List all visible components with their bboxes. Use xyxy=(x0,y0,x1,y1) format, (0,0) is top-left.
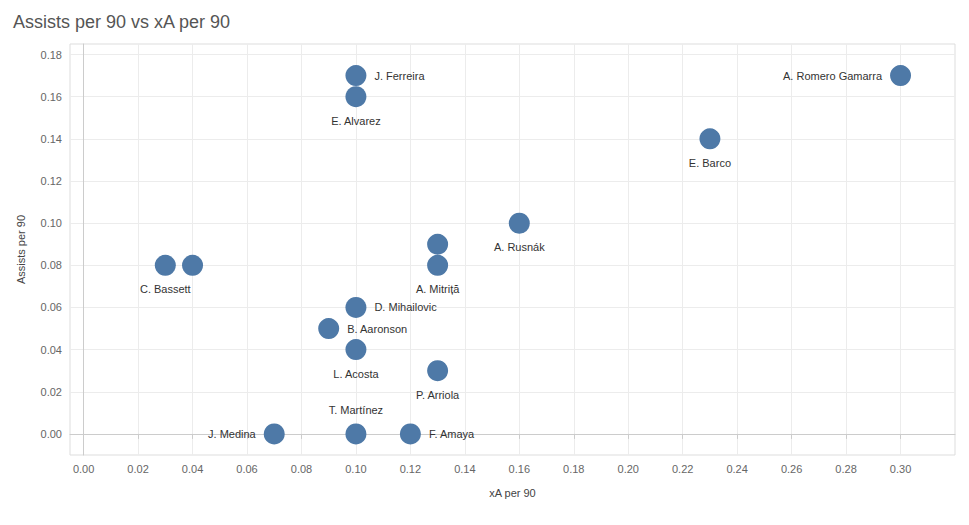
svg-text:L. Acosta: L. Acosta xyxy=(333,368,379,380)
svg-text:0.06: 0.06 xyxy=(236,463,257,475)
svg-text:E. Alvarez: E. Alvarez xyxy=(331,115,381,127)
svg-text:T. Martínez: T. Martínez xyxy=(329,404,383,416)
svg-text:A. Rusnák: A. Rusnák xyxy=(494,241,545,253)
svg-text:P. Arriola: P. Arriola xyxy=(416,389,460,401)
svg-text:J. Medina: J. Medina xyxy=(208,428,257,440)
svg-text:0.28: 0.28 xyxy=(835,463,856,475)
svg-text:F. Amaya: F. Amaya xyxy=(429,428,475,440)
svg-text:0.18: 0.18 xyxy=(563,463,584,475)
svg-text:0.10: 0.10 xyxy=(345,463,366,475)
svg-text:B. Aaronson: B. Aaronson xyxy=(347,323,407,335)
svg-text:0.24: 0.24 xyxy=(726,463,747,475)
svg-text:0.18: 0.18 xyxy=(41,49,62,61)
svg-text:0.08: 0.08 xyxy=(291,463,312,475)
svg-text:0.12: 0.12 xyxy=(41,175,62,187)
svg-text:0.16: 0.16 xyxy=(509,463,530,475)
svg-text:0.14: 0.14 xyxy=(454,463,475,475)
svg-text:0.02: 0.02 xyxy=(41,386,62,398)
svg-text:0.04: 0.04 xyxy=(182,463,203,475)
svg-text:0.06: 0.06 xyxy=(41,301,62,313)
svg-text:xA per 90: xA per 90 xyxy=(489,487,535,499)
svg-text:0.14: 0.14 xyxy=(41,133,62,145)
svg-text:0.00: 0.00 xyxy=(73,463,94,475)
svg-text:D. Mihailovic: D. Mihailovic xyxy=(374,301,437,313)
svg-text:C. Bassett: C. Bassett xyxy=(140,283,191,295)
svg-text:Assists per 90: Assists per 90 xyxy=(15,215,27,284)
svg-text:0.20: 0.20 xyxy=(618,463,639,475)
svg-text:0.16: 0.16 xyxy=(41,91,62,103)
svg-text:0.00: 0.00 xyxy=(41,428,62,440)
svg-text:0.12: 0.12 xyxy=(400,463,421,475)
svg-text:0.30: 0.30 xyxy=(890,463,911,475)
svg-text:0.26: 0.26 xyxy=(781,463,802,475)
svg-text:0.10: 0.10 xyxy=(41,217,62,229)
svg-text:0.08: 0.08 xyxy=(41,259,62,271)
svg-text:0.22: 0.22 xyxy=(672,463,693,475)
svg-text:0.02: 0.02 xyxy=(127,463,148,475)
svg-text:A. Romero Gamarra: A. Romero Gamarra xyxy=(783,70,883,82)
svg-text:A. Mitriță: A. Mitriță xyxy=(416,283,460,295)
svg-text:0.04: 0.04 xyxy=(41,344,62,356)
svg-text:Assists per 90 vs xA per 90: Assists per 90 vs xA per 90 xyxy=(13,12,230,32)
svg-text:J. Ferreira: J. Ferreira xyxy=(374,70,425,82)
svg-text:E. Barco: E. Barco xyxy=(689,157,731,169)
